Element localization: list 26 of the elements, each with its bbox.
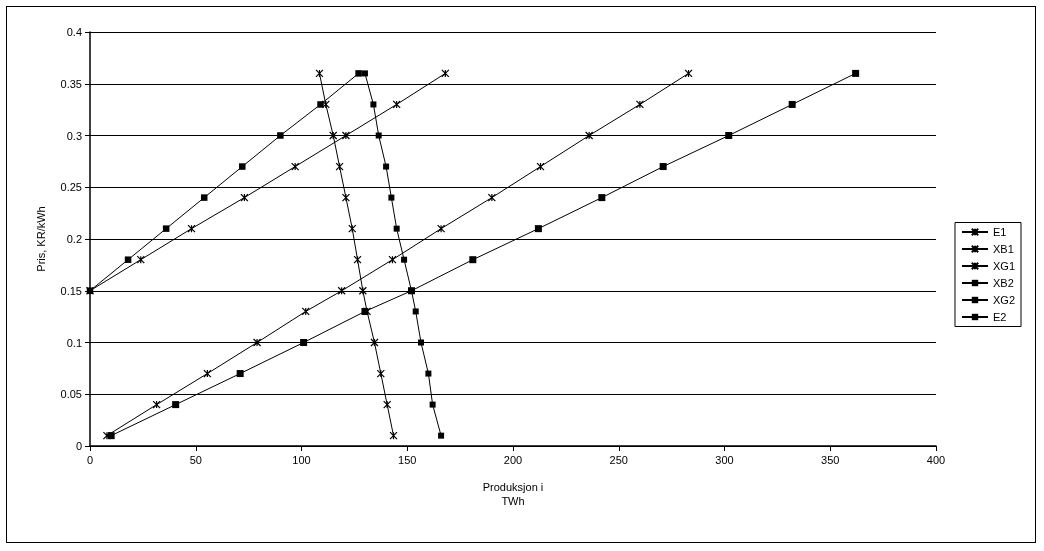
x-tick-label: 50 (189, 453, 202, 466)
x-tick-label: 350 (821, 453, 840, 466)
legend-label: XG2 (992, 294, 1015, 306)
legend-label: E1 (992, 226, 1007, 238)
x-tick-label: 150 (398, 453, 417, 466)
x-tick-label: 300 (715, 453, 734, 466)
y-tick-label: 0.35 (60, 77, 82, 90)
y-tick-label: 0.4 (66, 26, 82, 38)
x-axis-title: Produksjon i TWh (482, 481, 544, 507)
x-tick-label: 0 (86, 453, 94, 466)
y-tick-label: 0.15 (60, 284, 82, 297)
y-tick-label: 0.25 (60, 181, 82, 194)
y-tick-label: 0.2 (66, 233, 82, 245)
y-tick-label: 0.3 (66, 129, 82, 142)
legend-label: XB2 (992, 277, 1014, 289)
x-tick-label: 100 (292, 453, 311, 466)
x-tick-label: 200 (503, 453, 523, 466)
y-tick-label: 0.1 (66, 336, 82, 349)
y-tick-label: 0.05 (60, 388, 82, 401)
legend-label: XB1 (992, 243, 1014, 255)
legend-label: XG1 (992, 260, 1015, 272)
y-axis-title: Pris, KR/kWh (34, 206, 47, 272)
x-tick-label: 400 (926, 453, 946, 466)
x-tick-label: 250 (609, 453, 628, 466)
legend-label: E2 (992, 311, 1007, 323)
y-tick-label: 0 (75, 440, 82, 452)
